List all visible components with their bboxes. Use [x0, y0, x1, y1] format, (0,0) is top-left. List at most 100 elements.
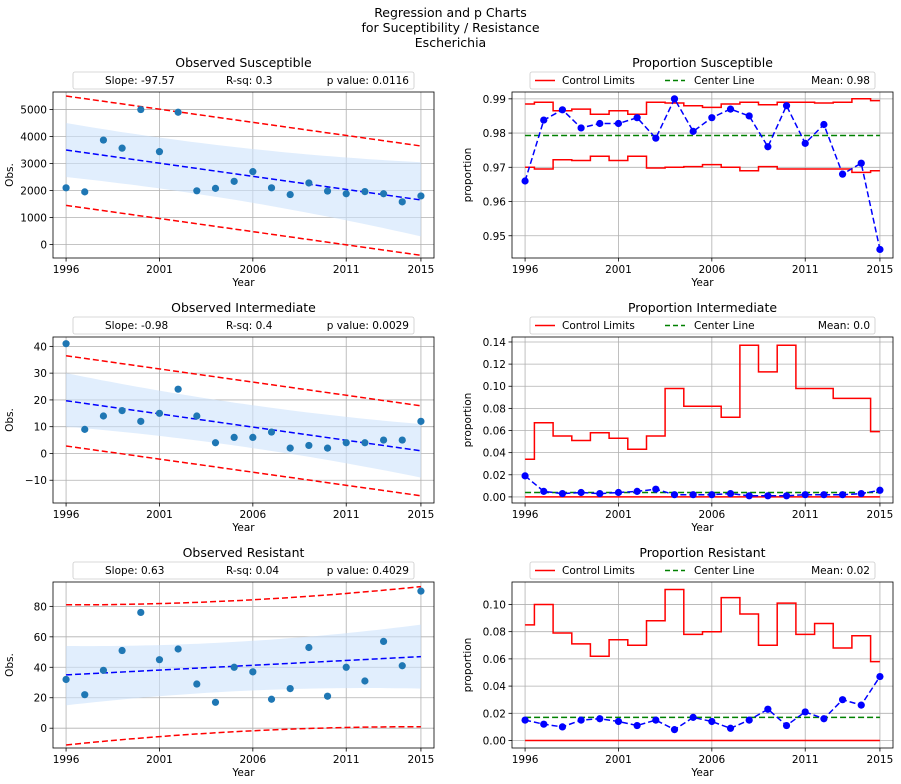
y-tick-label: 0.99	[483, 94, 506, 106]
lower-control-limit	[525, 155, 880, 174]
legend-frame	[529, 71, 876, 90]
data-point	[99, 666, 108, 674]
subplot: 1996 2001 2006 2011 2015 0 1000 2000 3000 4000 500…	[4, 55, 435, 289]
y-axis-label: Obs.	[4, 163, 16, 187]
proportion-point	[652, 134, 660, 142]
proportion-point	[801, 139, 809, 147]
y-tick-label: 10	[34, 422, 47, 434]
x-tick-label: 2006	[698, 754, 725, 766]
proportion-point	[670, 726, 679, 734]
y-tick-label: 1000	[20, 213, 47, 225]
legend-pvalue: p value: 0.4029	[327, 565, 409, 577]
proportion-point	[521, 177, 529, 185]
data-point	[286, 190, 294, 199]
plot-frame	[52, 91, 435, 259]
plot-layer	[524, 344, 881, 498]
legend-frame	[72, 316, 415, 335]
x-tick-label: 2015	[867, 509, 894, 521]
data-point	[137, 105, 145, 114]
y-tick-label: 0.06	[483, 426, 507, 438]
legend: Slope: -97.57 R-sq: 0.3 p value: 0.0116	[72, 71, 415, 90]
proportion-point	[801, 491, 809, 499]
subplot: 1996 2001 2006 2011 2015 0.00 0.02 0.04 0.06 0.08…	[462, 300, 894, 534]
proportion-point	[726, 724, 735, 732]
y-tick-label: 0.96	[483, 197, 507, 209]
x-tick-label: 2015	[408, 509, 435, 521]
y-tick-label: 0.00	[483, 736, 506, 748]
proportion-point	[782, 492, 791, 500]
legend: Control Limits Center Line Mean: 0.98	[529, 71, 876, 90]
legend-rsq: R-sq: 0.3	[226, 75, 272, 87]
y-tick-label: 0.12	[483, 359, 506, 371]
proportion-point	[876, 486, 884, 494]
x-tick-label: 2011	[333, 754, 360, 766]
legend-rsq: R-sq: 0.04	[226, 565, 279, 577]
data-point	[230, 433, 238, 442]
data-point	[211, 439, 220, 447]
proportion-point	[596, 489, 604, 498]
proportion-point	[689, 491, 697, 499]
y-tick-label: 40	[34, 662, 47, 674]
x-tick-label: 2001	[605, 754, 632, 766]
proportion-point	[801, 708, 809, 716]
subplot: 1996 2001 2006 2011 2015 −10 0 10 20 30 40 Year Obs.…	[4, 300, 435, 534]
data-point	[62, 675, 70, 684]
y-tick-label: 30	[34, 368, 47, 380]
data-point	[417, 417, 425, 425]
y-tick-label: 0	[40, 448, 47, 460]
x-axis-label: Year	[231, 522, 255, 534]
legend-limits-label: Control Limits	[562, 320, 635, 332]
proportion-point	[521, 716, 529, 724]
x-tick-label: 2001	[146, 509, 173, 521]
proportion-point	[577, 716, 585, 724]
proportion-point	[558, 106, 567, 114]
plot-layer	[65, 354, 422, 497]
upper-control-limit	[525, 98, 880, 115]
data-point	[267, 184, 276, 192]
data-point	[249, 668, 257, 676]
data-point	[417, 587, 425, 595]
confidence-band	[66, 624, 421, 706]
data-point	[137, 417, 145, 425]
x-tick-label: 2015	[408, 754, 435, 766]
y-tick-label: 0.08	[483, 403, 506, 415]
legend-limits-label: Control Limits	[562, 565, 635, 577]
subplot-title: Observed Resistant	[183, 545, 305, 560]
legend-center-label: Center Line	[694, 565, 755, 577]
proportion-point	[652, 485, 660, 493]
figure-subtitle-line: for Suceptibility / Resistance	[361, 20, 540, 35]
data-point	[286, 685, 294, 693]
data-point	[155, 148, 164, 156]
proportion-point	[596, 715, 604, 723]
data-point	[323, 692, 332, 700]
subplot-title: Proportion Susceptible	[632, 55, 773, 70]
data-point	[174, 108, 182, 116]
data-point	[230, 177, 238, 185]
data-point	[193, 680, 201, 688]
data-point	[81, 691, 89, 699]
confidence-band	[66, 373, 421, 478]
proportion-point	[540, 720, 548, 728]
x-tick-label: 2011	[792, 754, 819, 766]
proportion-point	[670, 491, 679, 499]
x-axis-label: Year	[690, 767, 714, 779]
data-point	[155, 656, 164, 664]
x-axis-label: Year	[690, 522, 714, 534]
upper-control-limit	[525, 344, 880, 461]
data-point	[81, 425, 89, 433]
y-tick-label: 2000	[20, 186, 47, 198]
data-point	[267, 695, 276, 703]
data-point	[361, 677, 369, 685]
x-tick-label: 2011	[333, 264, 360, 276]
x-tick-label: 2006	[239, 264, 266, 276]
legend-frame	[529, 561, 876, 580]
data-point	[99, 136, 108, 144]
data-point	[398, 662, 406, 670]
y-tick-label: −10	[25, 475, 47, 487]
y-tick-label: 0.02	[483, 708, 506, 720]
proportion-point	[708, 491, 716, 499]
data-point	[81, 188, 89, 196]
x-tick-label: 2011	[792, 509, 819, 521]
y-tick-label: 3000	[20, 159, 47, 171]
y-tick-label: 0.06	[483, 654, 507, 666]
